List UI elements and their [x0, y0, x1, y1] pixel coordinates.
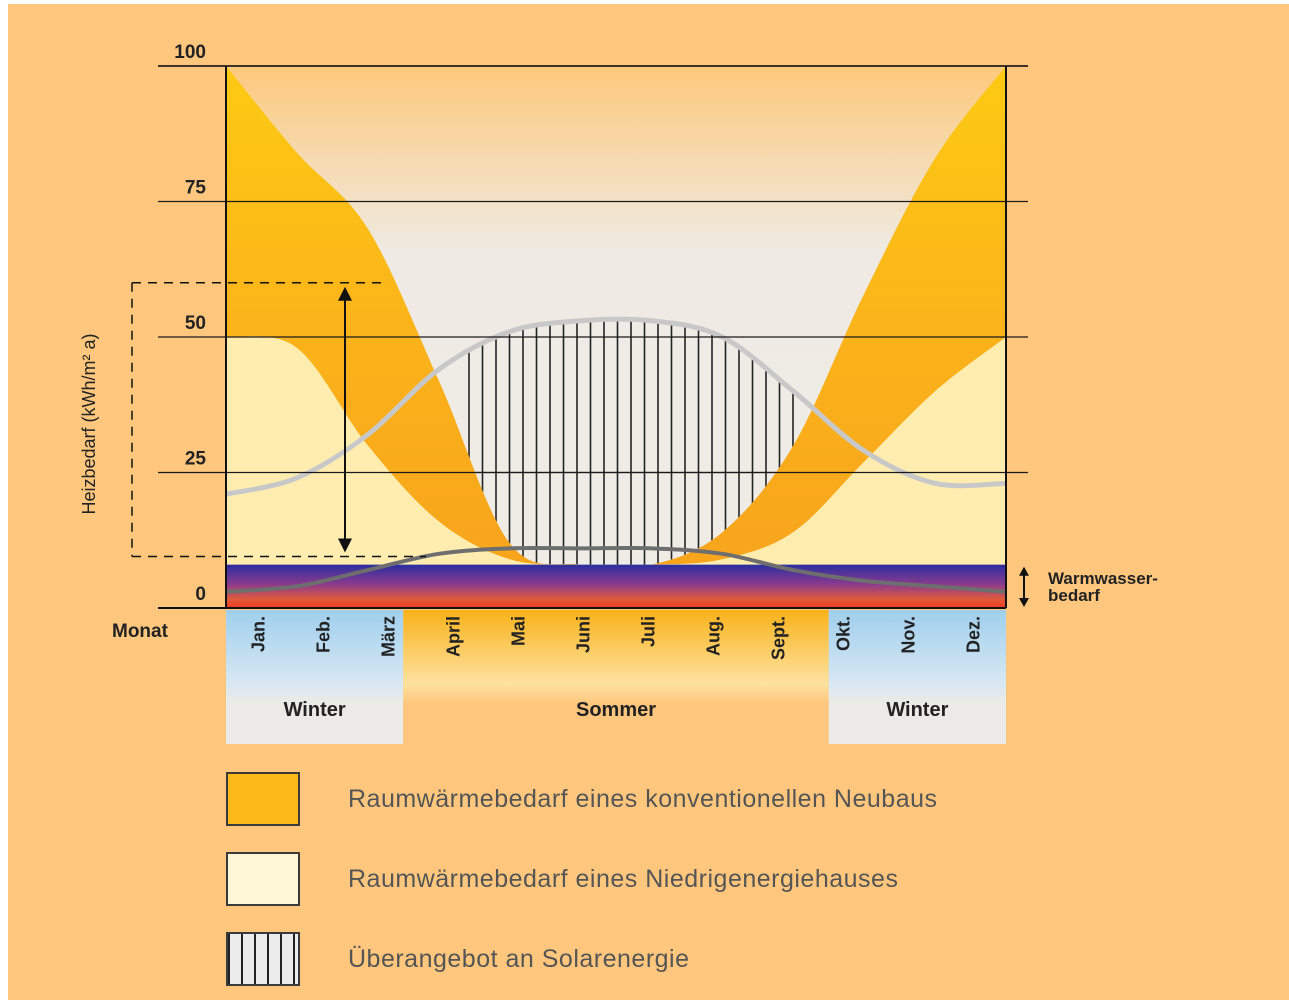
line-warmwasser	[226, 545, 1006, 594]
y-tick-label: 100	[174, 42, 206, 63]
arrow-head-down	[1019, 598, 1029, 607]
legend-swatch	[226, 772, 300, 826]
y-axis-label: Heizbedarf (kWh/m² a)	[79, 333, 99, 514]
legend-item: Raumwärmebedarf eines konventionellen Ne…	[226, 772, 1226, 828]
arrow-head-up	[1019, 566, 1029, 576]
x-tick-label: Juni	[574, 616, 594, 653]
arrow-head-up	[338, 286, 352, 301]
legend-item: Raumwärmebedarf eines Niedrigenergiehaus…	[226, 852, 1226, 908]
season-band-1	[403, 610, 829, 744]
annotation-warmwasser: Warmwasser-	[1048, 569, 1158, 588]
legend-swatch	[226, 932, 300, 986]
legend-swatch	[226, 852, 300, 906]
x-tick-label: Nov.	[899, 616, 919, 654]
x-tick-label: Aug.	[704, 616, 724, 656]
chart: 100 75 50 25 0 Heizbedarf (kWh/m² a) Warmwasse…	[79, 42, 1158, 744]
x-tick-label: Sept.	[769, 616, 789, 660]
y-tick-label: 25	[185, 449, 207, 470]
legend-label: Raumwärmebedarf eines Niedrigenergiehaus…	[348, 865, 899, 893]
warmwasser-band	[226, 564, 1006, 608]
x-tick-label: Okt.	[834, 616, 854, 651]
season-band-0	[226, 610, 404, 744]
y-tick-label: 0	[195, 584, 206, 605]
legend-item: Überangebot an Solarenergie	[226, 932, 1226, 988]
x-tick-label: April	[444, 616, 464, 657]
x-tick-label: März	[379, 616, 399, 657]
line-solarenergie	[226, 316, 1006, 497]
x-tick-label: Dez.	[964, 616, 984, 653]
season-label: Winter	[284, 699, 346, 721]
x-tick-label: Jan.	[249, 616, 269, 652]
legend-label: Überangebot an Solarenergie	[348, 945, 690, 973]
annotation-warmwasser: bedarf	[1048, 586, 1100, 605]
season-label: Winter	[886, 699, 948, 721]
season-label: Sommer	[576, 699, 656, 721]
area-niedrigenergie	[226, 336, 1006, 608]
x-tick-label: Mai	[509, 616, 529, 646]
legend-label: Raumwärmebedarf eines konventionellen Ne…	[348, 785, 938, 813]
chart-panel: 100 75 50 25 0 Heizbedarf (kWh/m² a) Warmwasse…	[8, 4, 1289, 1000]
y-tick-label: 50	[185, 313, 206, 334]
x-axis-label: Monat	[112, 621, 169, 642]
arrow-head-down	[338, 538, 352, 553]
x-tick-label: Juli	[639, 616, 659, 647]
y-tick-label: 75	[185, 178, 207, 199]
x-tick-label: Feb.	[314, 616, 334, 653]
season-band-2	[828, 610, 1006, 744]
